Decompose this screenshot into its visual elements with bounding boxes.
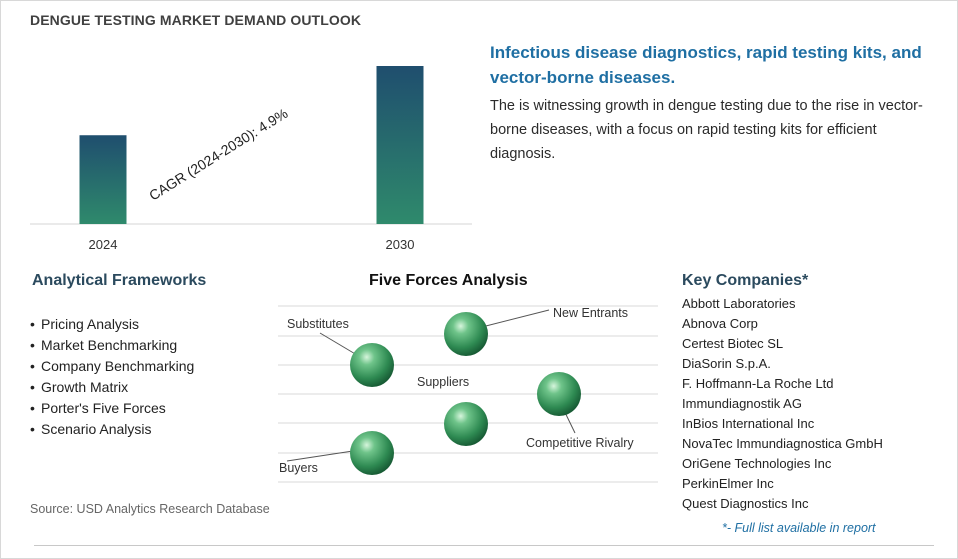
framework-item: Porter's Five Forces [30,398,194,419]
company-item: Abnova Corp [682,316,758,331]
x-tick-label: 2024 [89,237,118,252]
substitutes-label: Substitutes [287,317,349,331]
company-item: Quest Diagnostics Inc [682,496,809,511]
company-item: InBios International Inc [682,416,815,431]
suppliers-label: Suppliers [417,375,469,389]
framework-item: Market Benchmarking [30,335,194,356]
bar-2030 [376,66,424,224]
competitive-rivalry-sphere [537,372,581,416]
bar-2024 [79,135,127,224]
buyers-sphere [350,431,394,475]
source-note: Source: USD Analytics Research Database [30,502,270,516]
framework-item: Company Benchmarking [30,356,194,377]
market-bar-chart: 2024 2030 CAGR (2024-2030): 4.9% [30,66,472,252]
five-forces-title: Five Forces Analysis [369,272,528,289]
buyers-label: Buyers [279,461,318,475]
company-item: Immundiagnostik AG [682,396,802,411]
companies-title: Key Companies* [682,272,809,289]
headline: Infectious disease diagnostics, rapid te… [490,43,922,87]
company-item: PerkinElmer Inc [682,476,774,491]
company-item: Certest Biotec SL [682,336,784,351]
description-text: The is witnessing growth in dengue testi… [490,98,923,162]
companies-list: Abbott Laboratories Abnova Corp Certest … [682,294,883,514]
x-tick-label: 2030 [386,237,415,252]
frameworks-list: Pricing Analysis Market Benchmarking Com… [30,314,194,440]
bottom-divider [34,545,934,546]
company-item: NovaTec Immundiagnostica GmbH [682,436,883,451]
competitive-rivalry-label: Competitive Rivalry [526,436,634,450]
company-item: Abbott Laboratories [682,296,796,311]
page-title: DENGUE TESTING MARKET DEMAND OUTLOOK [30,12,362,28]
company-item: F. Hoffmann-La Roche Ltd [682,376,834,391]
framework-item: Growth Matrix [30,377,194,398]
framework-item: Pricing Analysis [30,314,194,335]
substitutes-sphere [350,343,394,387]
frameworks-title: Analytical Frameworks [32,272,207,289]
framework-item: Scenario Analysis [30,419,194,440]
company-item: OriGene Technologies Inc [682,456,832,471]
new-entrants-sphere [444,312,488,356]
suppliers-sphere [444,402,488,446]
company-item: DiaSorin S.p.A. [682,356,771,371]
companies-footnote: *- Full list available in report [722,521,876,535]
new-entrants-label: New Entrants [553,306,628,320]
